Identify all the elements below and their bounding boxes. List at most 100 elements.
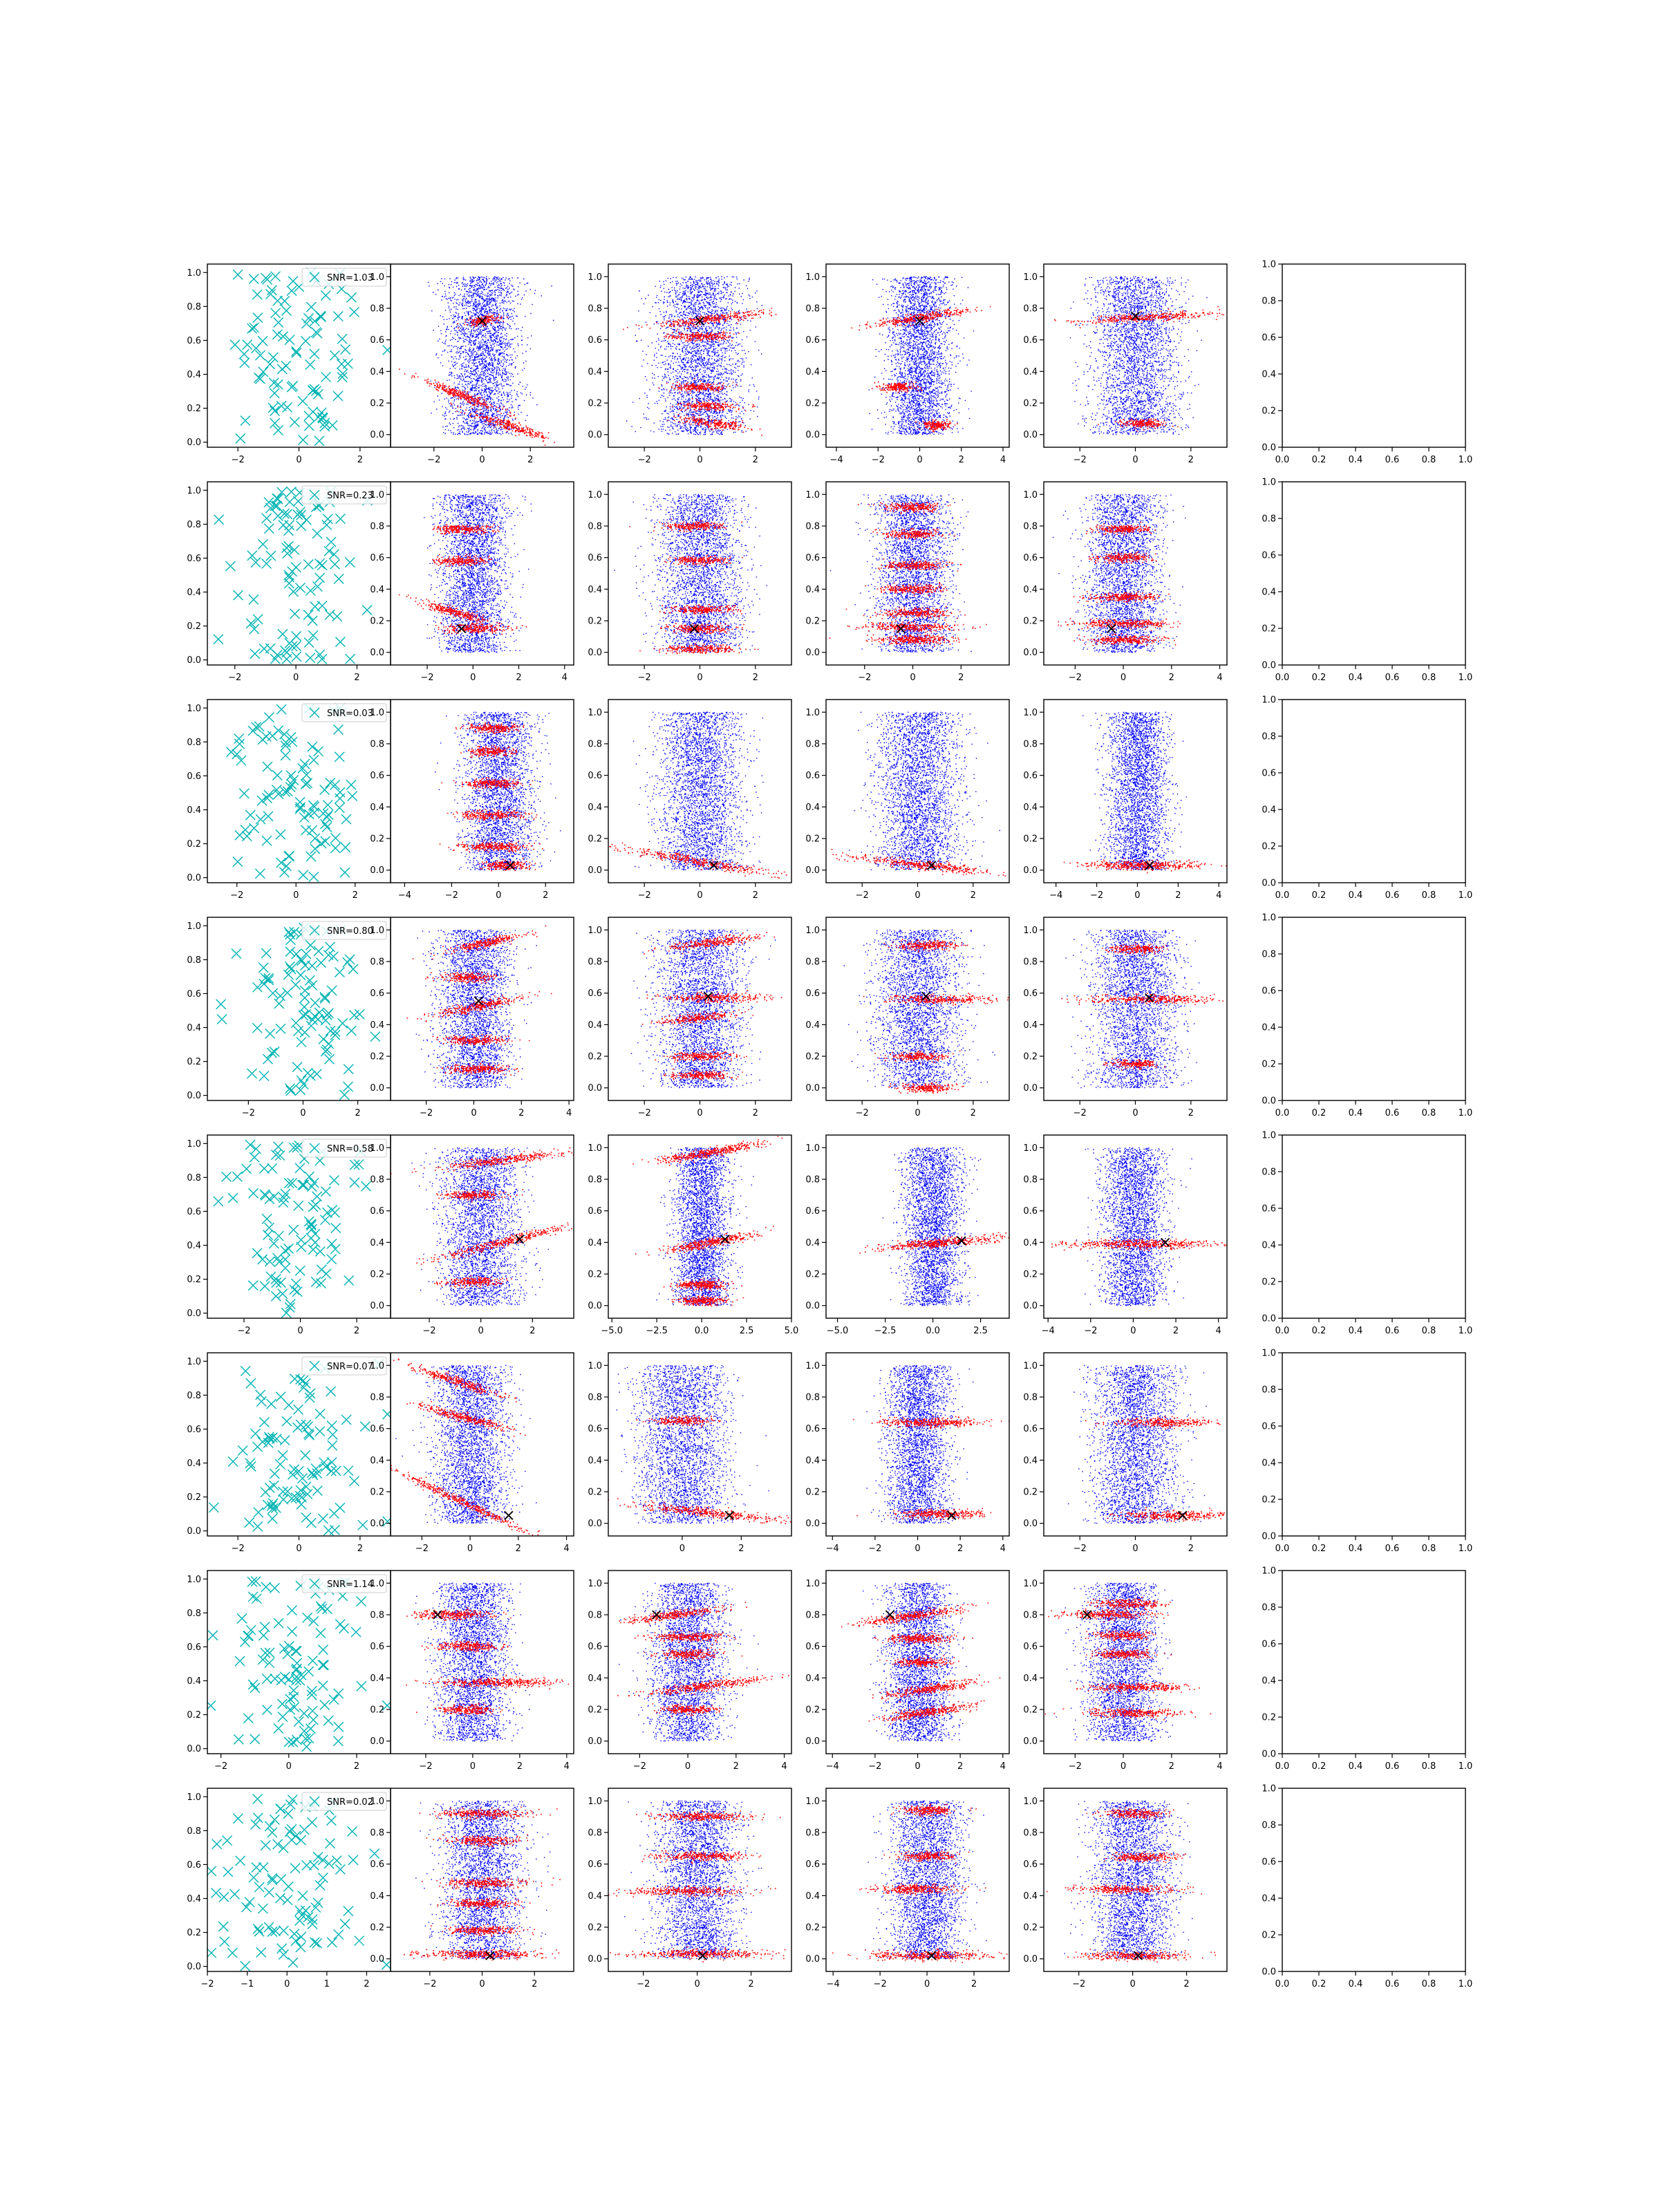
panel-r0-c2-ytick-label-5: 1.0 (588, 272, 602, 283)
empty-r7-ytick-label-1: 0.2 (1262, 1931, 1276, 1941)
centroid-marker-r5-c2 (724, 1510, 734, 1520)
cluster-panel-r1-c1: −2 0 2 4 0.0 0.2 0.4 0.6 0.8 1.0 (370, 481, 574, 683)
panel-r0-c1-ytick-label-1: 0.2 (370, 399, 384, 409)
cluster-panel-r5-c1: −2 0 2 4 0.0 0.2 0.4 0.6 0.8 1.0 (370, 1352, 574, 1554)
panel-r4-c3-xtick-label-1: −2.5 (874, 1326, 897, 1336)
panel-r5-c1-ytick-label-0: 0.0 (370, 1519, 384, 1529)
empty-r5-xtick-label-3: 0.6 (1385, 1544, 1400, 1554)
panel-r0-c4-ytick-label-5: 1.0 (1023, 272, 1038, 283)
empty-r4-ytick-label-3: 0.6 (1262, 1204, 1276, 1215)
panel-r2-c3-ytick-label-5: 1.0 (805, 708, 820, 718)
panel-r7-c2-xtick-label-0: −2 (637, 1979, 650, 1989)
empty-r2-ytick-label-4: 0.8 (1262, 732, 1276, 742)
empty-r0-ytick-label-0: 0.0 (1262, 443, 1276, 453)
cluster-panel-r4-c3: −5.0 −2.5 0.0 2.5 0.0 0.2 0.4 0.6 0.8 1.0 (805, 1134, 1010, 1336)
empty-r2-ytick-label-2: 0.4 (1262, 805, 1276, 816)
panel-r1-c4-ytick-label-2: 0.4 (1023, 585, 1038, 595)
panel-r5-c3-xtick-label-1: −2 (868, 1544, 881, 1554)
panel-r0-c3-xtick-label-4: 4 (1000, 455, 1006, 465)
sample-r6-xtick-label-2: 2 (354, 1761, 359, 1772)
panel-r4-c3-xtick-label-3: 2.5 (973, 1326, 988, 1336)
panel-r7-c1-ytick-label-2: 0.4 (370, 1891, 384, 1902)
centroid-marker-r3-c4 (1144, 993, 1154, 1003)
panel-frame-r6-c3 (825, 1570, 1010, 1754)
sample-r3-xtick-label-1: 0 (300, 1108, 306, 1118)
panel-r6-c3-xtick-label-4: 4 (1000, 1761, 1006, 1772)
panel-r6-c1-xtick-label-1: 0 (470, 1761, 476, 1772)
cluster-panel-r3-c2: −2 0 2 0.0 0.2 0.4 0.6 0.8 1.0 (588, 917, 792, 1118)
panel-frame-r0-c2 (608, 263, 792, 448)
sample-r0-ytick-label-5: 1.0 (187, 268, 201, 279)
legend-label-r4: SNR=0.58 (327, 1144, 373, 1154)
panel-r0-c2-ytick-label-4: 0.8 (588, 303, 602, 314)
panel-r0-c3-ytick-label-2: 0.4 (805, 367, 820, 377)
centroid-marker-r0-c3 (915, 316, 925, 326)
panel-r0-c3-xtick-label-0: −4 (830, 455, 843, 465)
empty-r1-ytick-label-0: 0.0 (1262, 661, 1276, 671)
panel-r6-c3-ytick-label-1: 0.2 (805, 1705, 820, 1716)
empty-panel-r5: 0.0 0.2 0.4 0.6 0.8 1.0 0.0 0.2 0.4 0.6 0.8 1.0 (1262, 1349, 1472, 1555)
panel-r2-c2-ytick-label-1: 0.2 (588, 834, 602, 845)
sample-r0-ytick-label-2: 0.4 (187, 370, 201, 380)
panel-r4-c1-ytick-label-3: 0.6 (370, 1206, 384, 1217)
panel-r3-c3-ytick-label-4: 0.8 (805, 957, 820, 967)
points-r1-c2 (614, 494, 767, 655)
panel-frame-r4-c2 (608, 1134, 792, 1319)
panel-r2-c4-xtick-label-2: 0 (1134, 890, 1140, 901)
sample-r7-xtick-label-3: 1 (324, 1979, 330, 1989)
sample-r0-xtick-label-1: 0 (296, 455, 301, 465)
sample-r7-xtick-label-0: −2 (200, 1979, 214, 1989)
panel-r1-c3-ytick-label-2: 0.4 (805, 585, 820, 595)
points-r2-c4 (1063, 711, 1227, 874)
panel-r3-c4-ytick-label-1: 0.2 (1023, 1052, 1038, 1062)
cluster-panel-r5-c3: −4 −2 0 2 4 0.0 0.2 0.4 0.6 0.8 1.0 (805, 1352, 1010, 1554)
panel-r6-c2-xtick-label-3: 4 (781, 1761, 787, 1772)
empty-r5-xtick-label-4: 0.8 (1422, 1544, 1436, 1554)
panel-r5-c4-xtick-label-0: −2 (1074, 1544, 1087, 1554)
sample-r7-xtick-label-2: 0 (284, 1979, 290, 1989)
sample-r2-ytick-label-1: 0.2 (187, 839, 201, 850)
panel-r3-c2-ytick-label-4: 0.8 (588, 957, 602, 967)
panel-frame-r3-c3 (825, 917, 1010, 1101)
empty-r6-ytick-label-5: 1.0 (1262, 1566, 1276, 1577)
panel-r0-c3-ytick-label-4: 0.8 (805, 303, 820, 314)
sample-r0-xtick-label-2: 2 (357, 455, 363, 465)
panel-r0-c1-xtick-label-1: 0 (479, 455, 485, 465)
panel-r2-c4-ytick-label-0: 0.0 (1023, 865, 1038, 876)
centroid-marker-r7-c1 (485, 1951, 495, 1960)
panel-r0-c3-xtick-label-1: −2 (872, 455, 885, 465)
empty-panel-r7: 0.0 0.2 0.4 0.6 0.8 1.0 0.0 0.2 0.4 0.6 0.8 1.0 (1262, 1784, 1472, 1990)
sample-r3-ytick-label-2: 0.4 (187, 1023, 201, 1033)
panel-r2-c2-xtick-label-1: 0 (697, 890, 702, 901)
panel-r3-c2-xtick-label-0: −2 (638, 1108, 651, 1118)
empty-r0-ytick-label-3: 0.6 (1262, 333, 1276, 344)
empty-r4-xtick-label-1: 0.2 (1312, 1326, 1327, 1336)
centroid-marker-r4-c4 (1161, 1237, 1170, 1247)
panel-r2-c4-ytick-label-1: 0.2 (1023, 834, 1038, 845)
empty-r0-xtick-label-1: 0.2 (1312, 455, 1327, 465)
panel-r5-c3-ytick-label-0: 0.0 (805, 1519, 820, 1529)
points-r3-c4 (1061, 929, 1224, 1089)
legend-r2: SNR=0.03 (301, 703, 387, 722)
cluster-panel-r0-c4: −2 0 2 0.0 0.2 0.4 0.6 0.8 1.0 (1023, 263, 1228, 465)
panel-r2-c1-xtick-label-3: 2 (543, 890, 548, 901)
sample-r5-ytick-label-0: 0.0 (187, 1526, 201, 1537)
panel-r7-c1-ytick-label-4: 0.8 (370, 1828, 384, 1838)
panel-r0-c4-ytick-label-2: 0.4 (1023, 367, 1038, 377)
panel-r2-c3-xtick-label-1: 0 (915, 890, 920, 901)
panel-r1-c4-ytick-label-3: 0.6 (1023, 553, 1038, 563)
panel-r0-c4-ytick-label-1: 0.2 (1023, 399, 1038, 409)
panel-r2-c2-ytick-label-5: 1.0 (588, 708, 602, 718)
legend-label-r2: SNR=0.03 (327, 709, 373, 719)
cluster-points-r4-c2 (632, 1136, 782, 1307)
points-r6-c2 (617, 1582, 789, 1742)
empty-r1-xtick-label-4: 0.8 (1422, 673, 1436, 683)
points-r4-c1 (391, 1147, 574, 1306)
panel-r5-c1-xtick-label-0: −2 (415, 1544, 429, 1554)
panel-r3-c2-ytick-label-1: 0.2 (588, 1052, 602, 1062)
panel-r0-c4-ytick-label-3: 0.6 (1023, 335, 1038, 346)
cluster-points-r7-c4 (1047, 1806, 1216, 1963)
points-r6-c3 (826, 1582, 1001, 1742)
sample-markers-r6 (207, 1576, 391, 1752)
panel-r2-c1-ytick-label-1: 0.2 (370, 834, 384, 845)
